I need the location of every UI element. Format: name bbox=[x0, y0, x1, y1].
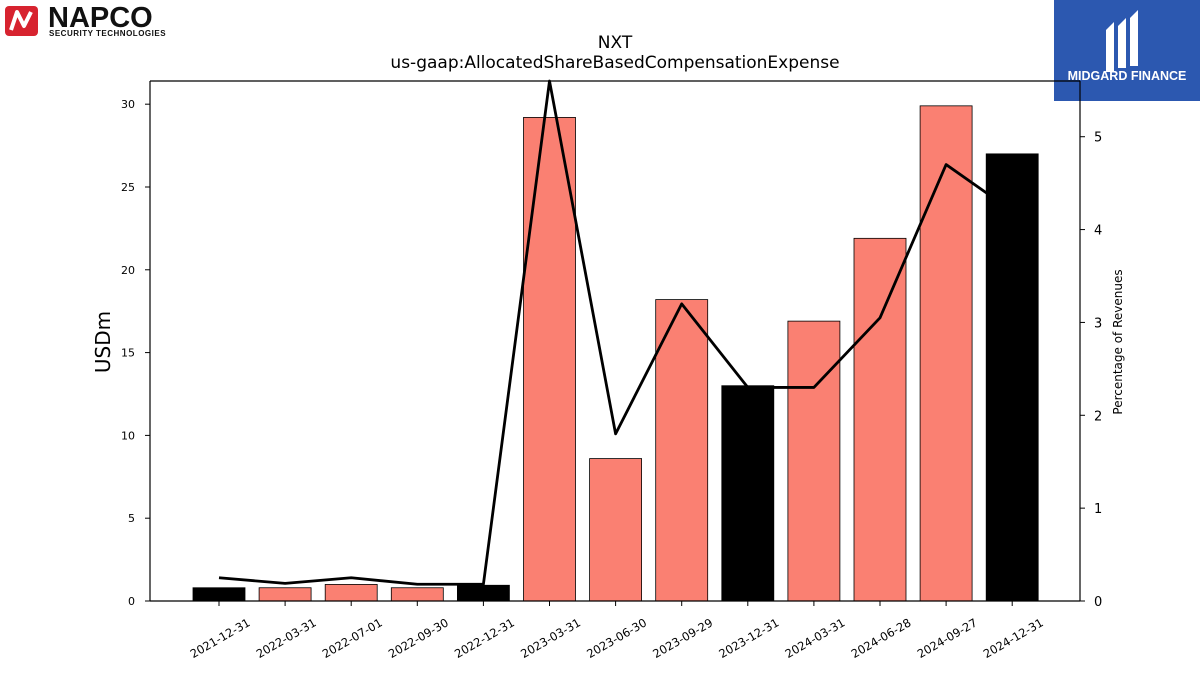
napco-tagline: SECURITY TECHNOLOGIES bbox=[49, 29, 166, 38]
y-tick-label: 10 bbox=[121, 429, 135, 442]
x-tick-label: 2024-06-28 bbox=[849, 615, 914, 661]
bar bbox=[258, 587, 312, 602]
line-layer bbox=[218, 79, 1014, 586]
y-axis-label: USDm bbox=[91, 311, 115, 373]
chart-subtitle: us-gaap:AllocatedShareBasedCompensationE… bbox=[390, 53, 839, 73]
bar bbox=[853, 237, 907, 602]
bars-layer bbox=[192, 105, 1039, 602]
x-tick-label: 2022-03-31 bbox=[254, 615, 319, 661]
midgard-mark-icon bbox=[1106, 10, 1138, 72]
y2-tick-label: 2 bbox=[1094, 409, 1102, 424]
bar bbox=[919, 105, 973, 602]
y-tick-label: 0 bbox=[128, 595, 135, 608]
midgard-finance-logo: MIDGARD FINANCE bbox=[1054, 0, 1200, 101]
bar bbox=[324, 584, 378, 602]
y2-tick-label: 0 bbox=[1094, 595, 1102, 610]
bar bbox=[192, 587, 246, 602]
bar bbox=[523, 117, 576, 602]
y2-tick-label: 4 bbox=[1094, 224, 1102, 239]
x-tick-label: 2022-09-30 bbox=[386, 615, 451, 661]
bar bbox=[390, 587, 444, 602]
x-tick-label: 2023-06-30 bbox=[584, 615, 649, 661]
x-tick-label: 2022-12-31 bbox=[452, 615, 517, 661]
chart-title: NXT bbox=[598, 33, 633, 53]
y-tick-label: 30 bbox=[121, 98, 135, 111]
bar bbox=[589, 458, 642, 602]
y2-tick-label: 1 bbox=[1094, 502, 1102, 517]
x-tick-label: 2023-03-31 bbox=[518, 615, 583, 661]
bar bbox=[985, 153, 1039, 602]
x-tick-label: 2021-12-31 bbox=[188, 615, 253, 661]
ratio-line bbox=[218, 79, 1014, 586]
midgard-logo-text: MIDGARD FINANCE bbox=[1068, 69, 1187, 83]
y2-tick-label: 5 bbox=[1094, 131, 1102, 146]
x-tick-label: 2023-12-31 bbox=[716, 615, 781, 661]
x-tick-label: 2022-07-01 bbox=[320, 615, 385, 661]
y-tick-label: 5 bbox=[128, 512, 135, 525]
napco-logo-text: NAPCO bbox=[48, 4, 153, 34]
x-tick-label: 2024-03-31 bbox=[783, 615, 848, 661]
bar bbox=[456, 584, 510, 602]
x-tick-label: 2023-09-29 bbox=[650, 615, 715, 661]
x-tick-label: 2024-12-31 bbox=[981, 615, 1046, 661]
y-tick-label: 20 bbox=[121, 264, 135, 277]
y-tick-label: 25 bbox=[121, 181, 135, 194]
napco-logo: NAPCO SECURITY TECHNOLOGIES bbox=[4, 2, 214, 40]
y-tick-label: 15 bbox=[121, 347, 135, 360]
bar bbox=[655, 299, 709, 602]
bar bbox=[721, 385, 775, 602]
x-tick-label: 2024-09-27 bbox=[915, 615, 980, 661]
y2-tick-label: 3 bbox=[1094, 316, 1102, 331]
bar bbox=[787, 320, 841, 602]
y2-axis-label: Percentage of Revenues bbox=[1111, 269, 1125, 414]
